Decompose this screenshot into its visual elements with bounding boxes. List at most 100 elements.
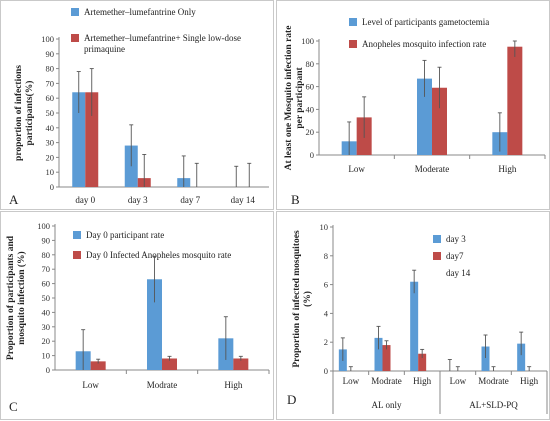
chart-svg-c: 0 10 20 30 40 50 60 70 80 90 100 Proportion of part… (6, 221, 270, 414)
x-category-label: day 0 (75, 195, 95, 205)
y-tick-label: 80 (46, 64, 55, 74)
y-tick-label: 20 (306, 127, 315, 137)
y-axis-label: (%) (302, 291, 313, 307)
x-category-label: Low (348, 164, 365, 174)
y-tick-label: 90 (46, 49, 55, 59)
y-tick-label: 20 (42, 336, 51, 346)
y-tick-label: 90 (42, 235, 51, 245)
legend-label: Day 0 Infected Anopheles mosquito rate (86, 250, 231, 260)
y-tick-label: 60 (46, 93, 55, 103)
bar-anopheles-mosquito-infection-r (432, 87, 447, 155)
y-tick-label: 0 (46, 365, 50, 375)
y-axis-label: Proportion of participants and (6, 235, 16, 360)
y-tick-label: 40 (46, 123, 55, 133)
legend-label: Artemether–lumefantrine+ Single low-dose (84, 33, 241, 43)
legend-swatch (73, 251, 81, 259)
legend-label: Anopheles mosquito infection rate (362, 39, 486, 49)
x-group-label: AL+SLD-PQ (469, 400, 518, 410)
y-tick-label: 80 (42, 250, 51, 260)
x-category-label: Moderate (415, 164, 449, 174)
legend-label: day 3 (446, 234, 466, 244)
y-tick-label: 4 (324, 308, 329, 318)
x-group-label: AL only (372, 400, 402, 410)
y-tick-label: 50 (42, 293, 51, 303)
y-tick-label: 50 (46, 108, 55, 118)
y-axis-label: participants(%) (24, 81, 35, 146)
y-tick-label: 100 (37, 221, 50, 231)
y-tick-label: 100 (41, 34, 54, 44)
y-tick-label: 70 (42, 264, 51, 274)
bar-day-0-infected-anopheles-mosqu (162, 358, 177, 370)
y-tick-label: 10 (42, 351, 51, 361)
chart-panel-d: 0 2 4 6 8 10 Proportion of infected mosquitoes… (276, 211, 550, 420)
y-tick-label: 0 (50, 182, 54, 192)
bar-artemether-lumefantrine-only (72, 92, 86, 187)
panel-letter: D (287, 392, 296, 407)
legend-label: day 14 (446, 268, 471, 278)
y-tick-label: 0 (310, 150, 314, 160)
panel-letter: B (291, 192, 300, 207)
chart-svg-a: 0 10 20 30 40 50 60 70 80 90 100 proportion of infe… (9, 7, 269, 207)
y-axis-label: Proportion of infected mosquitoes (292, 230, 302, 368)
y-axis-label: per participant (295, 67, 305, 129)
bar-day7 (382, 345, 391, 371)
y-axis-label: mosquito infection (%) (16, 251, 27, 344)
y-axis-label: proportion of infections (14, 65, 24, 161)
legend-swatch (433, 235, 441, 243)
y-tick-label: 60 (42, 279, 51, 289)
y-tick-label: 40 (42, 307, 51, 317)
bar-day-0-infected-anopheles-mosqu (233, 358, 249, 370)
bar-day-3 (374, 337, 383, 371)
y-tick-label: 2 (324, 337, 328, 347)
bar-day-3 (481, 346, 490, 371)
y-tick-label: 0 (324, 366, 328, 376)
x-category-label: day 3 (128, 195, 148, 205)
legend-label: Day 0 participant rate (86, 230, 164, 240)
x-category-label: High (520, 376, 539, 386)
y-tick-label: 30 (46, 138, 55, 148)
x-category-label: High (224, 380, 243, 390)
y-tick-label: 60 (306, 82, 315, 92)
legend-label: primaquine (84, 44, 125, 54)
chart-panel-c: 0 10 20 30 40 50 60 70 80 90 100 Proportion of part… (0, 211, 274, 420)
x-category-label: High (498, 164, 517, 174)
legend-swatch (71, 34, 79, 42)
y-tick-label: 80 (306, 59, 315, 69)
legend-swatch (349, 40, 357, 48)
panel-letter: A (9, 192, 19, 207)
bar-day7 (418, 353, 427, 371)
bar-day-3 (517, 343, 526, 371)
x-category-label: Modrate (478, 376, 509, 386)
bar-artemether-lumefantrine-single (85, 92, 99, 187)
y-tick-label: 40 (306, 104, 315, 114)
x-category-label: Low (343, 376, 360, 386)
bar-level-of-participants-gametoct (417, 78, 432, 155)
x-category-label: Low (450, 376, 467, 386)
legend-label: Level of participants gametoctemia (362, 17, 489, 27)
y-tick-label: 30 (42, 322, 51, 332)
y-tick-label: 20 (46, 152, 55, 162)
y-tick-label: 6 (324, 280, 328, 290)
chart-panel-b: 0 20 40 60 80 100 At least one Mosquito infect… (276, 0, 550, 210)
bar-day-0-infected-anopheles-mosqu (90, 361, 106, 370)
chart-svg-b: 0 20 40 60 80 100 At least one Mosquito infect… (284, 17, 546, 207)
panel-letter: C (9, 399, 18, 414)
y-tick-label: 70 (46, 78, 55, 88)
chart-panel-a: 0 10 20 30 40 50 60 70 80 90 100 proportion of infe… (0, 0, 274, 210)
y-axis-label: At least one Mosquito infection rate (284, 26, 294, 171)
y-tick-label: 10 (320, 222, 329, 232)
y-tick-label: 100 (301, 36, 314, 46)
legend-swatch (349, 18, 357, 26)
x-category-label: Modrate (147, 380, 178, 390)
legend-swatch (71, 8, 79, 16)
bar-day-3 (410, 281, 419, 371)
legend-label: Artemether–lumefantrine Only (84, 7, 196, 17)
x-category-label: day 14 (231, 195, 256, 205)
bar-day-0-participant-rate (147, 279, 162, 370)
legend-swatch (73, 231, 81, 239)
y-tick-label: 10 (46, 167, 55, 177)
x-category-label: High (413, 376, 432, 386)
legend-label: day7 (446, 251, 464, 261)
legend-swatch (433, 252, 441, 260)
x-category-label: Low (82, 380, 99, 390)
